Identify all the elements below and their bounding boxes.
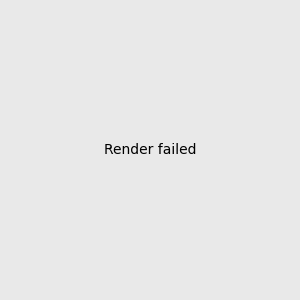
Text: Render failed: Render failed (104, 143, 196, 157)
